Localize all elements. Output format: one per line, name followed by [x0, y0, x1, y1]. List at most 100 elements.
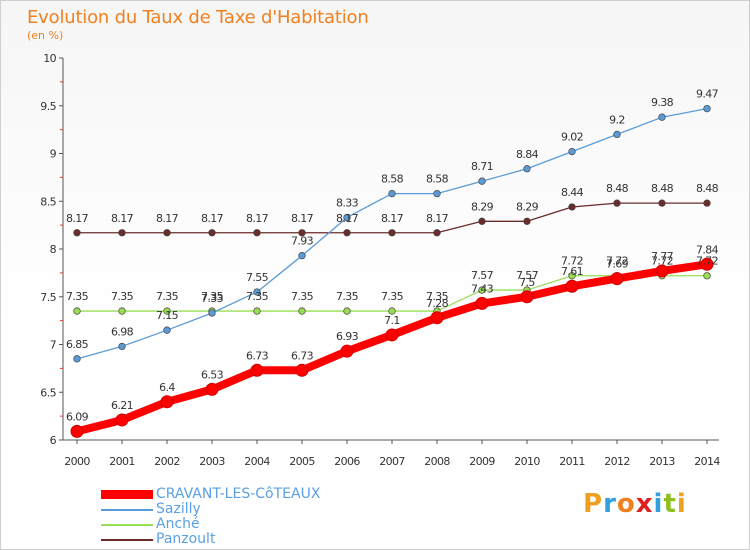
data-label-cravant: 7.1 — [384, 314, 400, 327]
data-label-panzoult: 8.17 — [426, 212, 449, 225]
x-tick-label: 2000 — [64, 455, 90, 468]
data-label-anche: 7.72 — [696, 255, 718, 268]
data-point-sazilly — [478, 177, 486, 185]
x-tick-label: 2011 — [559, 455, 585, 468]
legend-label-cravant: CRAVANT-LES-CôTEAUX — [156, 486, 321, 502]
data-label-sazilly: 7.15 — [156, 309, 179, 322]
data-point-sazilly — [298, 252, 306, 260]
data-label-panzoult: 8.29 — [471, 200, 494, 213]
data-point-panzoult — [478, 217, 486, 225]
x-tick-label: 2008 — [424, 455, 450, 468]
data-label-sazilly: 8.33 — [336, 196, 359, 209]
data-point-panzoult — [433, 229, 441, 237]
data-label-panzoult: 8.44 — [561, 186, 584, 199]
data-label-panzoult: 8.17 — [291, 212, 314, 225]
data-point-panzoult — [208, 229, 216, 237]
data-point-anche — [388, 307, 396, 315]
data-label-sazilly: 7.33 — [201, 292, 224, 305]
data-label-panzoult: 8.17 — [66, 212, 89, 225]
data-label-sazilly: 7.55 — [246, 271, 269, 284]
x-tick-label: 2013 — [649, 455, 675, 468]
data-label-anche: 7.72 — [561, 255, 583, 268]
data-label-cravant: 7.84 — [696, 243, 719, 256]
data-point-sazilly — [163, 326, 171, 334]
x-tick-label: 2005 — [289, 455, 315, 468]
data-label-cravant: 7.61 — [561, 265, 583, 278]
data-point-panzoult — [703, 199, 711, 207]
data-point-sazilly — [658, 113, 666, 121]
data-point-anche — [568, 272, 576, 280]
data-point-cravant — [340, 344, 354, 358]
data-point-anche — [253, 307, 261, 315]
x-tick-label: 2009 — [469, 455, 495, 468]
data-point-sazilly — [73, 355, 81, 363]
data-label-cravant: 6.53 — [201, 368, 224, 381]
data-label-anche: 7.57 — [471, 269, 494, 282]
data-label-sazilly: 6.98 — [111, 325, 134, 338]
data-point-cravant — [655, 264, 669, 278]
data-point-panzoult — [658, 199, 666, 207]
brand-letter: P — [583, 489, 604, 519]
data-point-cravant — [610, 272, 624, 286]
data-point-anche — [703, 272, 711, 280]
data-point-cravant — [295, 363, 309, 377]
data-label-sazilly: 8.58 — [426, 173, 449, 186]
data-point-panzoult — [613, 199, 621, 207]
data-label-cravant: 7.5 — [519, 276, 535, 289]
data-point-anche — [478, 286, 486, 294]
data-label-cravant: 7.28 — [426, 297, 449, 310]
legend-swatch-cravant — [101, 490, 153, 499]
x-tick-label: 2002 — [154, 455, 180, 468]
brand-letter: x — [635, 489, 654, 519]
data-label-cravant: 6.93 — [336, 330, 359, 343]
data-point-sazilly — [523, 165, 531, 173]
chart-subtitle: (en %) — [27, 29, 64, 42]
data-label-sazilly: 8.58 — [381, 173, 404, 186]
data-point-cravant — [700, 257, 714, 271]
data-label-anche: 7.72 — [606, 255, 628, 268]
data-point-sazilly — [433, 189, 441, 198]
x-tick-label: 2007 — [379, 455, 405, 468]
y-tick-label: 9 — [50, 148, 57, 161]
y-tick-label: 8 — [50, 243, 57, 256]
data-label-anche: 7.35 — [246, 290, 269, 303]
data-point-cravant — [565, 279, 579, 293]
series-layer — [70, 104, 714, 438]
data-label-sazilly: 8.84 — [516, 148, 539, 161]
chart-title: Evolution du Taux de Taxe d'Habitation — [27, 7, 369, 28]
data-label-cravant: 7.69 — [606, 258, 629, 271]
data-label-sazilly: 7.93 — [291, 235, 314, 248]
data-point-sazilly — [253, 288, 261, 296]
data-point-sazilly — [568, 147, 576, 156]
data-label-cravant: 6.4 — [159, 381, 175, 394]
data-point-panzoult — [568, 203, 576, 211]
data-label-panzoult: 8.29 — [516, 200, 539, 213]
data-point-sazilly — [613, 130, 621, 139]
x-tick-label: 2010 — [514, 455, 540, 468]
data-point-sazilly — [118, 342, 126, 351]
data-point-panzoult — [163, 229, 171, 237]
data-label-panzoult: 8.48 — [696, 182, 719, 195]
y-tick-label: 7 — [50, 339, 57, 352]
y-tick-label: 10 — [43, 52, 56, 65]
data-point-cravant — [160, 395, 174, 409]
data-label-anche: 7.35 — [291, 290, 314, 303]
brand-letter: r — [603, 489, 617, 519]
brand-letter: o — [616, 489, 636, 519]
data-label-panzoult: 8.17 — [156, 212, 179, 225]
data-label-sazilly: 9.02 — [561, 131, 583, 144]
data-point-panzoult — [523, 217, 531, 225]
data-label-anche: 7.35 — [111, 290, 134, 303]
data-label-sazilly: 6.85 — [66, 338, 89, 351]
data-point-sazilly — [208, 309, 216, 317]
data-labels-layer: 6.096.216.46.536.73 6.736.937.17.287.437.… — [66, 88, 719, 424]
data-point-sazilly — [388, 189, 396, 198]
data-label-sazilly: 9.47 — [696, 88, 719, 101]
data-label-cravant: 6.73 — [246, 349, 269, 362]
data-label-anche: 7.35 — [201, 290, 224, 303]
data-label-panzoult: 8.17 — [381, 212, 404, 225]
axes: 6 6.5 7 7.5 8 8.5 9 9.5 10 2000 2001 2002 2003 2004 20… — [40, 52, 721, 468]
x-tick-label: 2001 — [109, 455, 135, 468]
data-point-cravant — [385, 328, 399, 342]
